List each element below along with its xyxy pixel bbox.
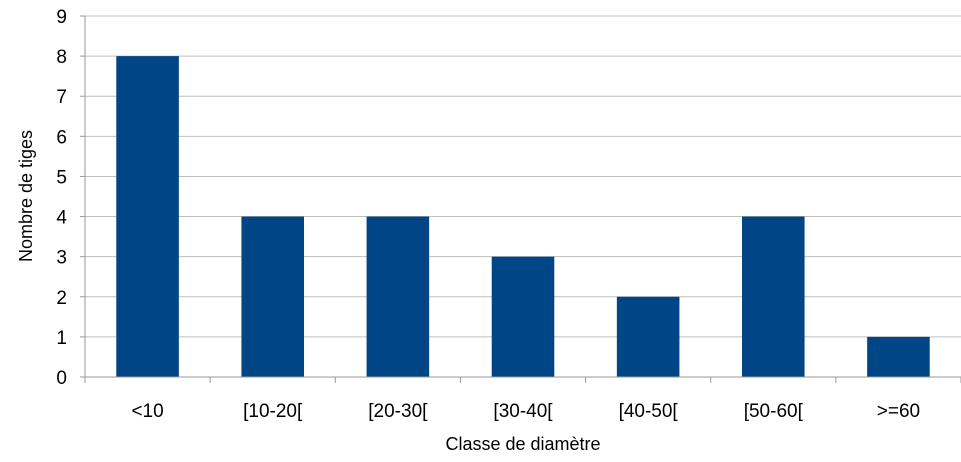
x-axis-title: Classe de diamètre [445, 434, 600, 454]
bar [116, 56, 179, 377]
gridlines [85, 15, 961, 338]
y-tick-label: 5 [56, 167, 67, 188]
y-tick-label: 1 [56, 328, 67, 349]
y-tick-label: 4 [56, 208, 67, 229]
y-tick-label: 2 [56, 288, 67, 309]
y-tick-label: 8 [56, 47, 67, 68]
y-axis-title: Nombre de tiges [16, 130, 36, 262]
bars [116, 56, 930, 377]
x-tick-label: <10 [131, 401, 163, 422]
axes [80, 15, 961, 383]
x-tick-label: [30-40[ [493, 401, 553, 422]
bar [742, 216, 805, 377]
bar [616, 296, 680, 377]
x-tick-label: [20-30[ [368, 401, 428, 422]
x-tick-label: >=60 [877, 401, 920, 422]
bar [491, 256, 555, 377]
tick-labels: 0 1 2 3 4 5 6 7 8 9 <10 [10-20[ [20-30[ [30-40[ [40-50… [56, 7, 920, 422]
y-tick-label: 0 [56, 368, 67, 389]
bar [241, 216, 304, 377]
y-tick-label: 9 [56, 7, 67, 28]
x-tick-label: [50-60[ [744, 401, 804, 422]
x-tick-label: [40-50[ [619, 401, 679, 422]
bar [366, 216, 430, 377]
x-tick-label: [10-20[ [243, 401, 303, 422]
y-tick-label: 6 [56, 127, 67, 148]
y-tick-label: 3 [56, 248, 67, 269]
y-tick-label: 7 [56, 87, 67, 108]
bar [867, 336, 930, 377]
